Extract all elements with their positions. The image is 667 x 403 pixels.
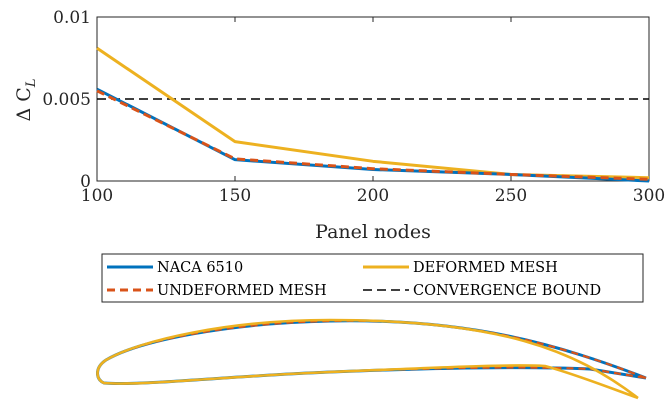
series-layer	[96, 46, 650, 183]
airfoil-shapes	[96, 318, 647, 400]
x-tick-label-250: 250	[495, 186, 527, 206]
x-tick-label-150: 150	[219, 186, 251, 206]
x-tick-label-100: 100	[81, 186, 113, 206]
legend-label-convergence-bound: CONVERGENCE BOUND	[413, 283, 601, 299]
x-tick-label-300: 300	[633, 186, 665, 206]
y-axis: 0 0.005 0.01	[42, 8, 649, 192]
y-tick-label-1: 0.005	[42, 90, 91, 110]
airfoil-undeformed	[96, 319, 647, 385]
legend: NACA 6510 DEFORMED MESH UNDEFORMED MESH CON…	[101, 253, 644, 303]
y-axis-label-subscript: L	[24, 79, 39, 89]
airfoil-deformed	[96, 318, 639, 400]
series-line-undeformed-mesh	[96, 89, 650, 181]
legend-label-deformed-mesh: DEFORMED MESH	[413, 260, 558, 276]
svg-text:Δ CL: Δ CL	[13, 79, 39, 122]
x-tick-label-200: 200	[357, 186, 389, 206]
x-axis-label: Panel nodes	[315, 221, 431, 243]
y-tick-label-2: 0.01	[53, 8, 91, 28]
y-tick-label-0: 0	[80, 172, 91, 192]
legend-label-naca-6510: NACA 6510	[157, 260, 243, 276]
series-line-deformed-mesh	[96, 46, 650, 180]
legend-label-undeformed-mesh: UNDEFORMED MESH	[157, 283, 327, 299]
airfoil-base	[96, 319, 647, 386]
y-axis-label-main: Δ C	[13, 87, 35, 121]
y-axis-label: Δ CL	[13, 79, 39, 122]
x-axis: 100 150 200 250 300	[81, 17, 665, 206]
legend-box	[101, 253, 644, 303]
